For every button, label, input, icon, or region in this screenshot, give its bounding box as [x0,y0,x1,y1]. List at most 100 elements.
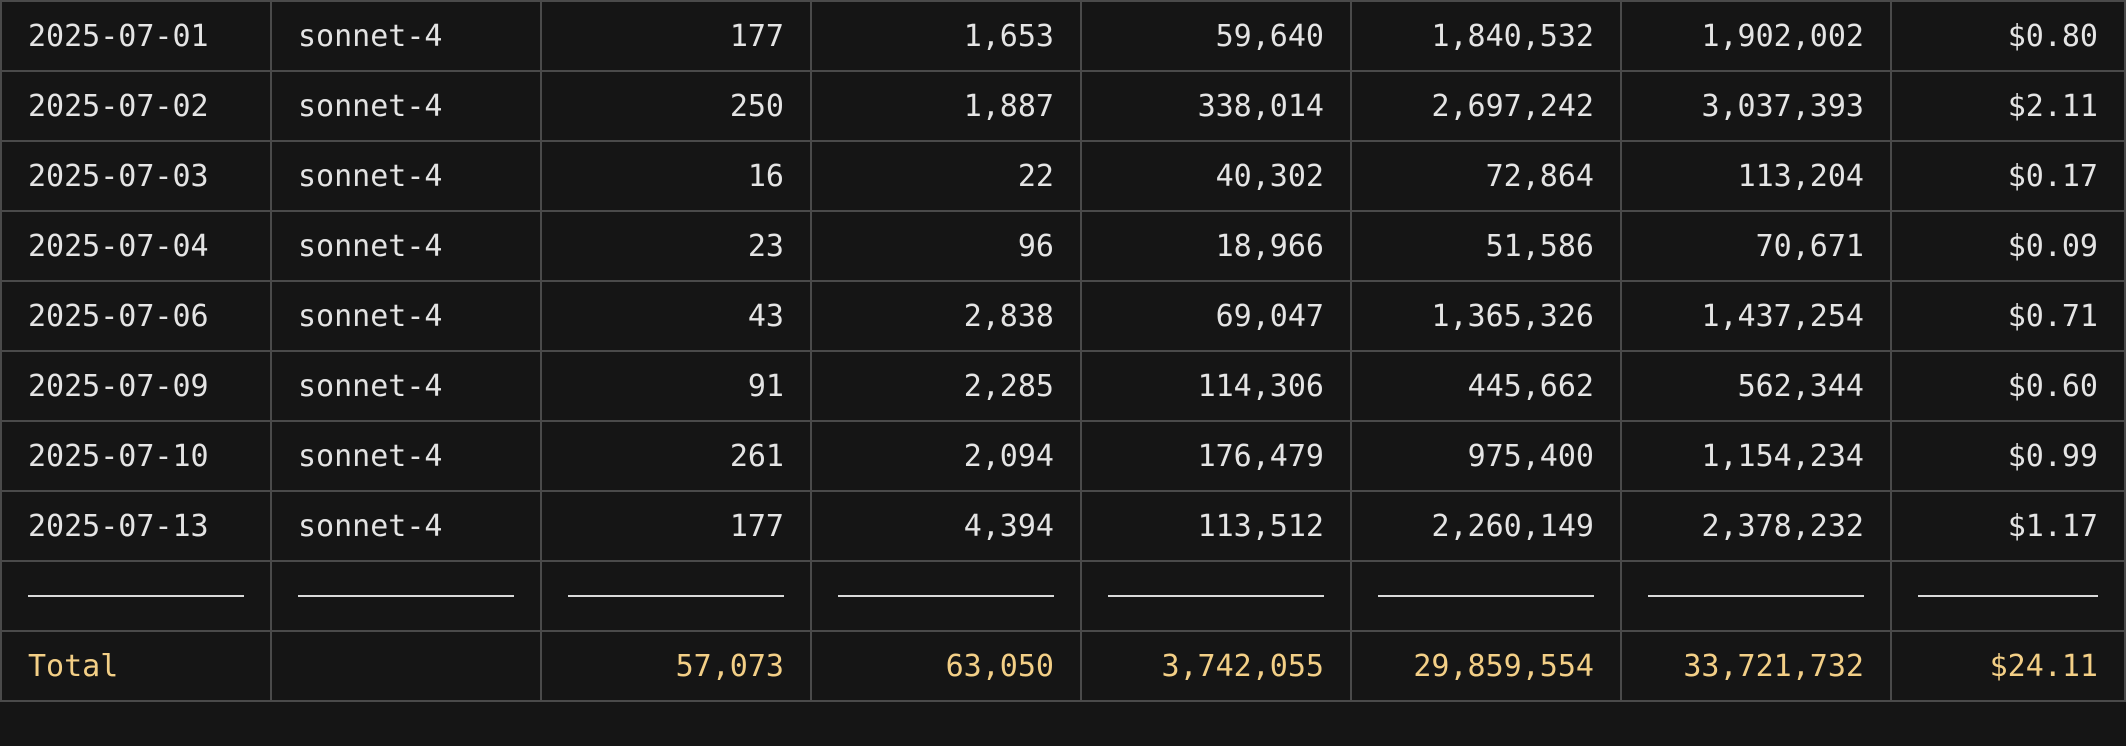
table-row: 2025-07-13 sonnet-4 177 4,394 113,512 2,… [0,490,2126,562]
separator-line [1378,595,1594,597]
value-cell: 23 [540,210,812,282]
total-value-cell: 33,721,732 [1620,630,1892,702]
cost-cell: $0.99 [1890,420,2126,492]
value-cell: 114,306 [1080,350,1352,422]
table-row: 2025-07-10 sonnet-4 261 2,094 176,479 97… [0,420,2126,492]
separator-cell [0,560,272,632]
value-cell: 2,094 [810,420,1082,492]
separator-cell [270,560,542,632]
separator-cell [1350,560,1622,632]
total-model-cell [270,630,542,702]
date-cell: 2025-07-01 [0,0,272,72]
value-cell: 2,838 [810,280,1082,352]
table-row: 2025-07-06 sonnet-4 43 2,838 69,047 1,36… [0,280,2126,352]
value-cell: 1,887 [810,70,1082,142]
value-cell: 16 [540,140,812,212]
model-cell: sonnet-4 [270,490,542,562]
value-cell: 177 [540,0,812,72]
total-row: Total 57,073 63,050 3,742,055 29,859,554… [0,630,2126,702]
value-cell: 177 [540,490,812,562]
date-cell: 2025-07-04 [0,210,272,282]
value-cell: 1,154,234 [1620,420,1892,492]
cost-cell: $1.17 [1890,490,2126,562]
cost-cell: $0.80 [1890,0,2126,72]
model-cell: sonnet-4 [270,280,542,352]
value-cell: 69,047 [1080,280,1352,352]
separator-line [568,595,784,597]
value-cell: 261 [540,420,812,492]
value-cell: 43 [540,280,812,352]
model-cell: sonnet-4 [270,70,542,142]
table-row: 2025-07-09 sonnet-4 91 2,285 114,306 445… [0,350,2126,422]
cost-cell: $0.71 [1890,280,2126,352]
separator-cell [1890,560,2126,632]
value-cell: 2,260,149 [1350,490,1622,562]
separator-line [1108,595,1324,597]
value-cell: 18,966 [1080,210,1352,282]
value-cell: 250 [540,70,812,142]
date-cell: 2025-07-02 [0,70,272,142]
date-cell: 2025-07-03 [0,140,272,212]
value-cell: 51,586 [1350,210,1622,282]
separator-cell [540,560,812,632]
value-cell: 22 [810,140,1082,212]
value-cell: 445,662 [1350,350,1622,422]
value-cell: 40,302 [1080,140,1352,212]
separator-line [838,595,1054,597]
value-cell: 975,400 [1350,420,1622,492]
separator-cell [810,560,1082,632]
separator-line [1918,595,2098,597]
value-cell: 2,378,232 [1620,490,1892,562]
separator-line [1648,595,1864,597]
table-row: 2025-07-02 sonnet-4 250 1,887 338,014 2,… [0,70,2126,142]
total-value-cell: 3,742,055 [1080,630,1352,702]
date-cell: 2025-07-06 [0,280,272,352]
separator-cell [1080,560,1352,632]
value-cell: 2,697,242 [1350,70,1622,142]
separator-line [28,595,244,597]
separator-cell [1620,560,1892,632]
total-value-cell: 63,050 [810,630,1082,702]
value-cell: 59,640 [1080,0,1352,72]
table-row: 2025-07-04 sonnet-4 23 96 18,966 51,586 … [0,210,2126,282]
value-cell: 3,037,393 [1620,70,1892,142]
value-cell: 72,864 [1350,140,1622,212]
separator-line [298,595,514,597]
value-cell: 338,014 [1080,70,1352,142]
cost-cell: $0.09 [1890,210,2126,282]
table-row: 2025-07-01 sonnet-4 177 1,653 59,640 1,8… [0,0,2126,72]
value-cell: 176,479 [1080,420,1352,492]
value-cell: 113,204 [1620,140,1892,212]
model-cell: sonnet-4 [270,210,542,282]
value-cell: 91 [540,350,812,422]
value-cell: 1,840,532 [1350,0,1622,72]
usage-table: 2025-07-01 sonnet-4 177 1,653 59,640 1,8… [0,0,2126,702]
model-cell: sonnet-4 [270,0,542,72]
value-cell: 70,671 [1620,210,1892,282]
value-cell: 113,512 [1080,490,1352,562]
date-cell: 2025-07-09 [0,350,272,422]
value-cell: 2,285 [810,350,1082,422]
value-cell: 4,394 [810,490,1082,562]
model-cell: sonnet-4 [270,350,542,422]
table-row: 2025-07-03 sonnet-4 16 22 40,302 72,864 … [0,140,2126,212]
total-cost-cell: $24.11 [1890,630,2126,702]
model-cell: sonnet-4 [270,420,542,492]
cost-cell: $0.60 [1890,350,2126,422]
value-cell: 96 [810,210,1082,282]
model-cell: sonnet-4 [270,140,542,212]
total-value-cell: 57,073 [540,630,812,702]
value-cell: 1,902,002 [1620,0,1892,72]
value-cell: 1,653 [810,0,1082,72]
separator-row [0,560,2126,632]
value-cell: 1,437,254 [1620,280,1892,352]
date-cell: 2025-07-13 [0,490,272,562]
cost-cell: $2.11 [1890,70,2126,142]
date-cell: 2025-07-10 [0,420,272,492]
value-cell: 1,365,326 [1350,280,1622,352]
value-cell: 562,344 [1620,350,1892,422]
total-label: Total [0,630,272,702]
cost-cell: $0.17 [1890,140,2126,212]
total-value-cell: 29,859,554 [1350,630,1622,702]
